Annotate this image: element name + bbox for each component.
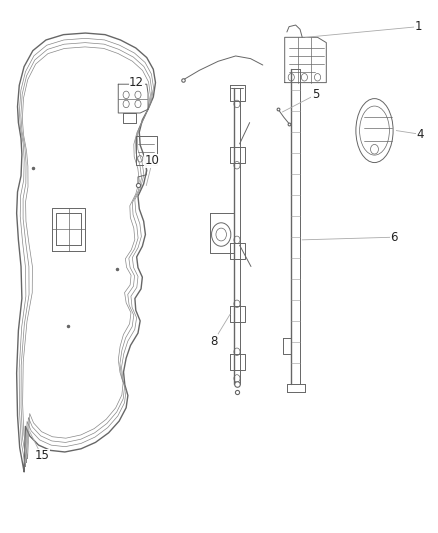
- Text: 1: 1: [414, 20, 422, 33]
- Text: 10: 10: [145, 155, 160, 167]
- Text: 4: 4: [417, 128, 424, 141]
- Text: 5: 5: [312, 88, 319, 101]
- Text: 6: 6: [390, 231, 398, 244]
- Text: 15: 15: [34, 449, 49, 462]
- Text: 12: 12: [129, 76, 144, 89]
- Text: 8: 8: [210, 335, 217, 348]
